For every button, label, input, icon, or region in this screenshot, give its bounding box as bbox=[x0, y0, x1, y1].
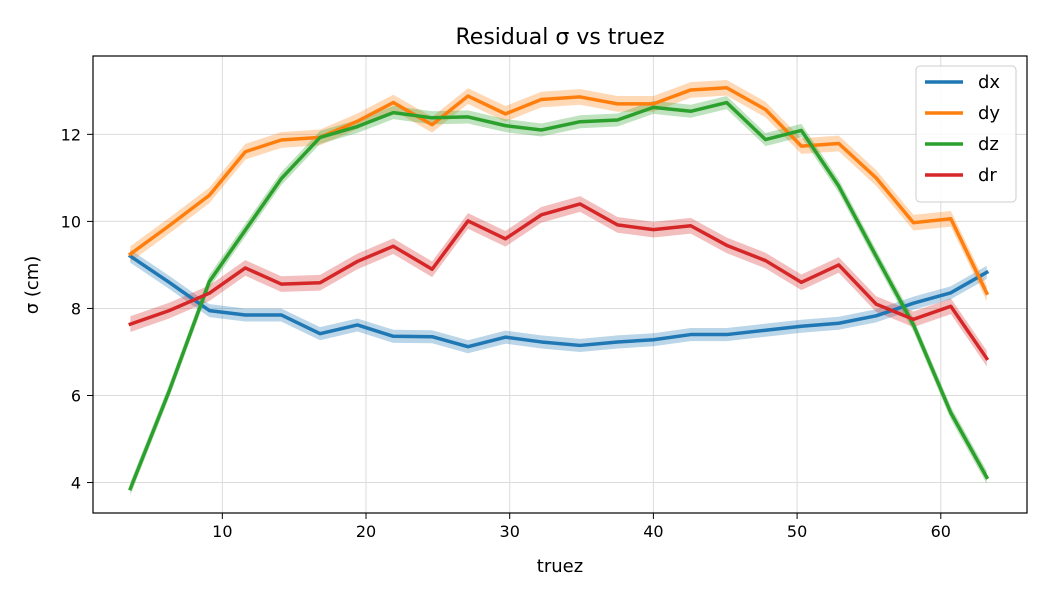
x-tick-label: 30 bbox=[500, 522, 520, 541]
legend-label-dr: dr bbox=[978, 165, 997, 186]
x-tick-label: 60 bbox=[931, 522, 951, 541]
x-tick-label: 50 bbox=[787, 522, 807, 541]
x-tick-label: 20 bbox=[356, 522, 376, 541]
y-tick-label: 8 bbox=[71, 299, 81, 318]
plot-frame bbox=[92, 55, 1028, 514]
series-line-dr bbox=[128, 202, 990, 361]
band-dr bbox=[130, 196, 987, 367]
legend-label-dx: dx bbox=[978, 72, 1000, 93]
series-lines bbox=[127, 86, 990, 491]
legend-label-dz: dz bbox=[978, 134, 999, 155]
x-tick-label: 10 bbox=[212, 522, 232, 541]
y-tick-label: 6 bbox=[71, 386, 81, 405]
x-axis-label: truez bbox=[537, 556, 583, 577]
series-line-dx bbox=[127, 253, 990, 349]
series-line-dz bbox=[128, 100, 990, 491]
x-tick-label: 40 bbox=[643, 522, 663, 541]
y-tick-label: 4 bbox=[71, 474, 81, 493]
y-axis-label: σ (cm) bbox=[22, 256, 43, 315]
chart-title: Residual σ vs truez bbox=[455, 25, 664, 50]
axis-ticks: 10 20 30 40 50 60 4 6 8 10 12 bbox=[61, 125, 951, 541]
y-tick-label: 10 bbox=[61, 212, 81, 231]
legend-label-dy: dy bbox=[978, 103, 1000, 124]
series-line-dy bbox=[127, 86, 990, 296]
legend: dx dy dz dr bbox=[915, 65, 1017, 203]
legend-box bbox=[915, 65, 1017, 203]
y-tick-label: 12 bbox=[61, 125, 81, 144]
